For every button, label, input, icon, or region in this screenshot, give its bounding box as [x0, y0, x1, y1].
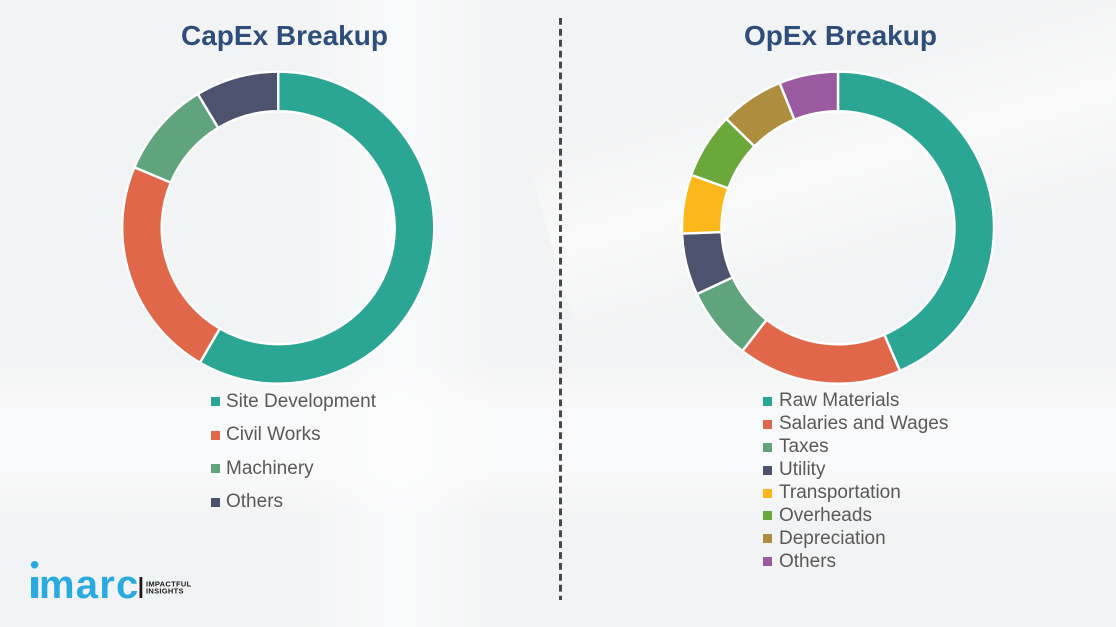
- svg-text:INSIGHTS: INSIGHTS: [146, 587, 184, 596]
- svg-text:marc: marc: [39, 563, 139, 607]
- svg-text:IMPACTFUL: IMPACTFUL: [146, 580, 192, 589]
